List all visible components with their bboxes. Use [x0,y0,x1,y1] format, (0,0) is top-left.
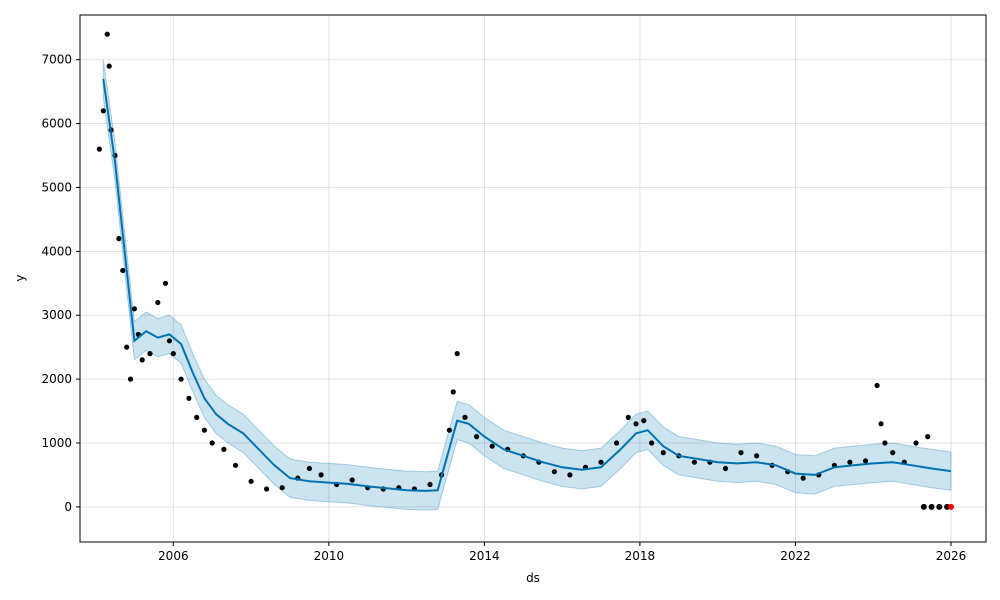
observed-point [454,351,460,357]
observed-point [318,472,324,478]
observed-point [166,338,172,344]
observed-point [567,472,573,478]
forecast-line [102,78,952,492]
observed-point [462,414,468,420]
observed-point [232,462,239,468]
observed-point [882,440,888,446]
x-tick-label: 2022 [780,549,811,563]
observed-point [878,421,884,427]
observed-point [221,446,227,452]
y-tick-label: 6000 [41,117,72,131]
observed-point [209,440,215,446]
observed-point [178,376,184,382]
y-tick-label: 4000 [41,244,72,258]
observed-point [598,459,604,465]
observed-point [691,459,698,465]
x-tick-label: 2018 [625,549,656,563]
observed-point [155,299,161,306]
holdout-point [936,503,943,510]
observed-point [633,421,639,427]
observed-point [139,357,145,363]
observed-point [862,458,869,464]
observed-point [264,486,270,492]
observed-point [194,414,200,420]
observed-point [100,108,106,114]
observed-point [248,478,254,484]
holdout-points [920,503,954,510]
observed-point [127,376,134,382]
observed-point [925,434,931,440]
observed-point [489,443,495,449]
observed-point [754,453,760,459]
holdout-point [928,503,935,510]
observed-point [116,236,122,242]
observed-point [649,440,655,446]
y-tick-label: 2000 [41,372,72,386]
plot-frame [79,14,987,543]
x-tick-label: 2014 [469,549,500,563]
observed-point [890,450,896,456]
x-tick-label: 2010 [314,549,345,563]
forecast-path [102,78,952,492]
observed-point [446,427,452,433]
y-axis-label: y [13,274,27,281]
observed-point [660,450,666,456]
observed-point [427,481,433,488]
observed-point [349,477,355,483]
observed-point [800,475,806,481]
holdout-point [948,503,954,510]
x-axis-ticks: 2006 2010 2014 2018 2022 2026 [158,542,966,563]
grid [80,15,986,542]
y-tick-label: 7000 [41,53,72,67]
uncertainty-band [102,59,952,511]
x-tick-label: 2026 [936,549,967,563]
observed-point [131,306,137,312]
observed-point [186,395,192,401]
observed-point [162,280,169,286]
observed-point [641,418,647,424]
y-tick-label: 5000 [41,180,72,194]
x-axis-label: ds [526,571,540,585]
observed-point [913,440,919,446]
observed-point [847,459,853,465]
observed-point [738,450,744,456]
observed-point [722,465,729,472]
x-tick-label: 2006 [158,549,189,563]
observed-point [450,389,456,395]
observed-point [306,465,312,472]
observed-point [147,351,153,357]
y-tick-label: 1000 [41,436,72,450]
observed-point [625,414,631,420]
holdout-point [920,503,927,510]
y-tick-label: 0 [64,500,72,514]
observed-point [106,63,112,69]
observed-point [614,440,620,446]
observed-point [279,485,285,491]
observed-point [170,351,176,357]
observed-point [474,434,480,440]
observed-point [124,344,130,350]
y-axis-ticks: 0 1000 2000 3000 4000 5000 6000 7000 [41,53,80,514]
observed-point [551,469,558,475]
observed-point [874,382,880,389]
y-tick-label: 3000 [41,308,72,322]
interval-area [102,59,952,511]
observed-point [96,146,102,152]
observed-point [120,267,126,274]
observed-point [201,427,207,433]
observed-point [104,31,110,37]
